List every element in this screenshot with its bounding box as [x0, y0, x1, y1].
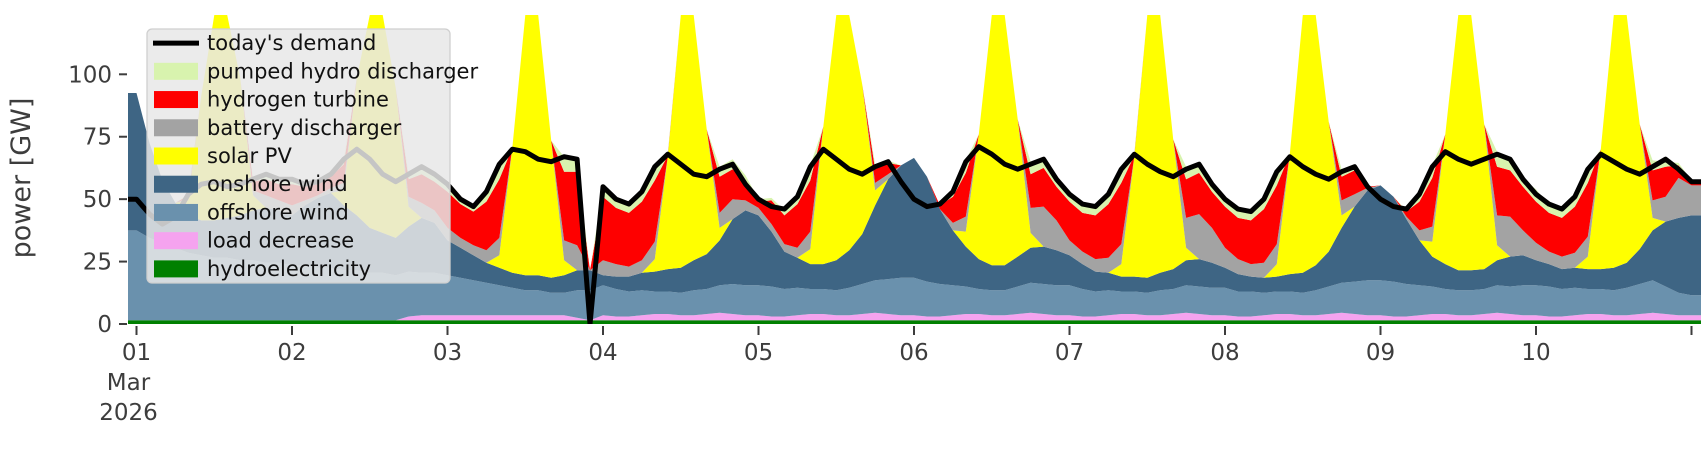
x-tick-label: 01 [122, 340, 151, 366]
x-tick-label: 09 [1366, 340, 1395, 366]
legend-patch [154, 203, 198, 221]
legend-item-battery-discharger: battery discharger [154, 116, 402, 140]
area-load-decrease [128, 312, 1701, 321]
legend-item-onshore-wind: onshore wind [154, 172, 348, 196]
legend-item-offshore-wind: offshore wind [154, 200, 349, 224]
x-axis-month-label: Mar [107, 370, 151, 396]
x-axis-year-label: 2026 [99, 400, 158, 426]
area-onshore-wind [128, 93, 1701, 296]
legend-patch [154, 91, 198, 109]
legend-label: load decrease [207, 229, 354, 253]
legend-item-load-decrease: load decrease [154, 229, 354, 253]
x-tick-label: 04 [588, 340, 617, 366]
y-tick-label: 100 [68, 62, 112, 88]
legend-label: solar PV [207, 144, 292, 168]
area-hydrogen-turbine [128, 15, 1701, 271]
legend-patch [154, 175, 198, 193]
legend-label: today's demand [207, 31, 376, 55]
x-tick-label: 03 [433, 340, 462, 366]
legend-item-today-s-demand: today's demand [153, 31, 376, 55]
legend-item-hydroelectricity: hydroelectricity [154, 257, 371, 281]
legend: today's demand pumped hydro discharger hyd… [146, 28, 478, 284]
legend-patch [154, 119, 198, 137]
y-tick-label: 75 [83, 125, 112, 151]
stacked-areas [128, 15, 1701, 324]
x-tick-label: 05 [744, 340, 773, 366]
legend-item-pumped-hydro-discharger: pumped hydro discharger [154, 59, 478, 83]
legend-item-hydrogen-turbine: hydrogen turbine [154, 88, 389, 112]
legend-patch [154, 147, 198, 165]
x-tick-label: 07 [1055, 340, 1084, 366]
legend-label: offshore wind [207, 200, 349, 224]
legend-patch [154, 260, 198, 278]
area-offshore-wind [128, 230, 1701, 321]
y-tick-label: 50 [83, 187, 112, 213]
legend-label: hydrogen turbine [207, 88, 389, 112]
legend-patch [154, 232, 198, 250]
x-tick-label: 06 [899, 340, 928, 366]
x-tick-label: 02 [277, 340, 306, 366]
area-solar-PV [128, 15, 1701, 278]
x-tick-label: 10 [1521, 340, 1550, 366]
y-tick-label: 0 [97, 312, 112, 338]
legend-label: hydroelectricity [207, 257, 371, 281]
legend-item-solar-PV: solar PV [154, 144, 292, 168]
legend-box [146, 28, 451, 284]
y-axis-title: power [GW] [6, 98, 37, 259]
legend-patch [154, 62, 198, 80]
legend-label: onshore wind [207, 172, 348, 196]
area-hydroelectricity [128, 320, 1701, 324]
legend-label: pumped hydro discharger [207, 59, 478, 83]
y-tick-label: 25 [83, 250, 112, 276]
area-battery-discharger [128, 15, 1701, 278]
x-tick-label: 08 [1210, 340, 1239, 366]
legend-label: battery discharger [207, 116, 402, 140]
